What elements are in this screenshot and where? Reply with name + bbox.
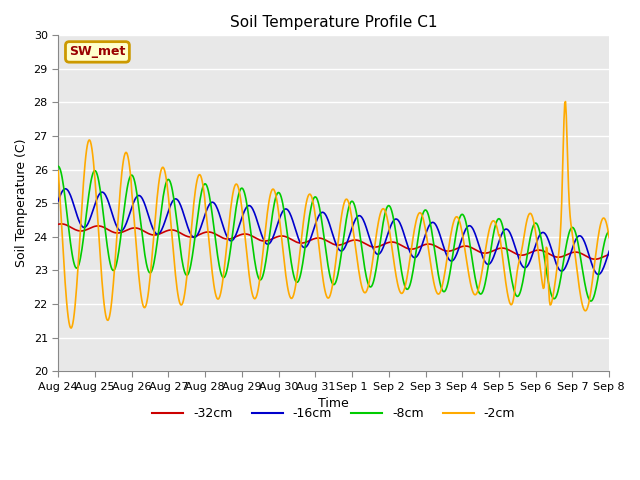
Y-axis label: Soil Temperature (C): Soil Temperature (C) [15, 139, 28, 267]
X-axis label: Time: Time [318, 397, 349, 410]
Text: SW_met: SW_met [69, 46, 125, 59]
Legend: -32cm, -16cm, -8cm, -2cm: -32cm, -16cm, -8cm, -2cm [147, 402, 520, 425]
Title: Soil Temperature Profile C1: Soil Temperature Profile C1 [230, 15, 438, 30]
